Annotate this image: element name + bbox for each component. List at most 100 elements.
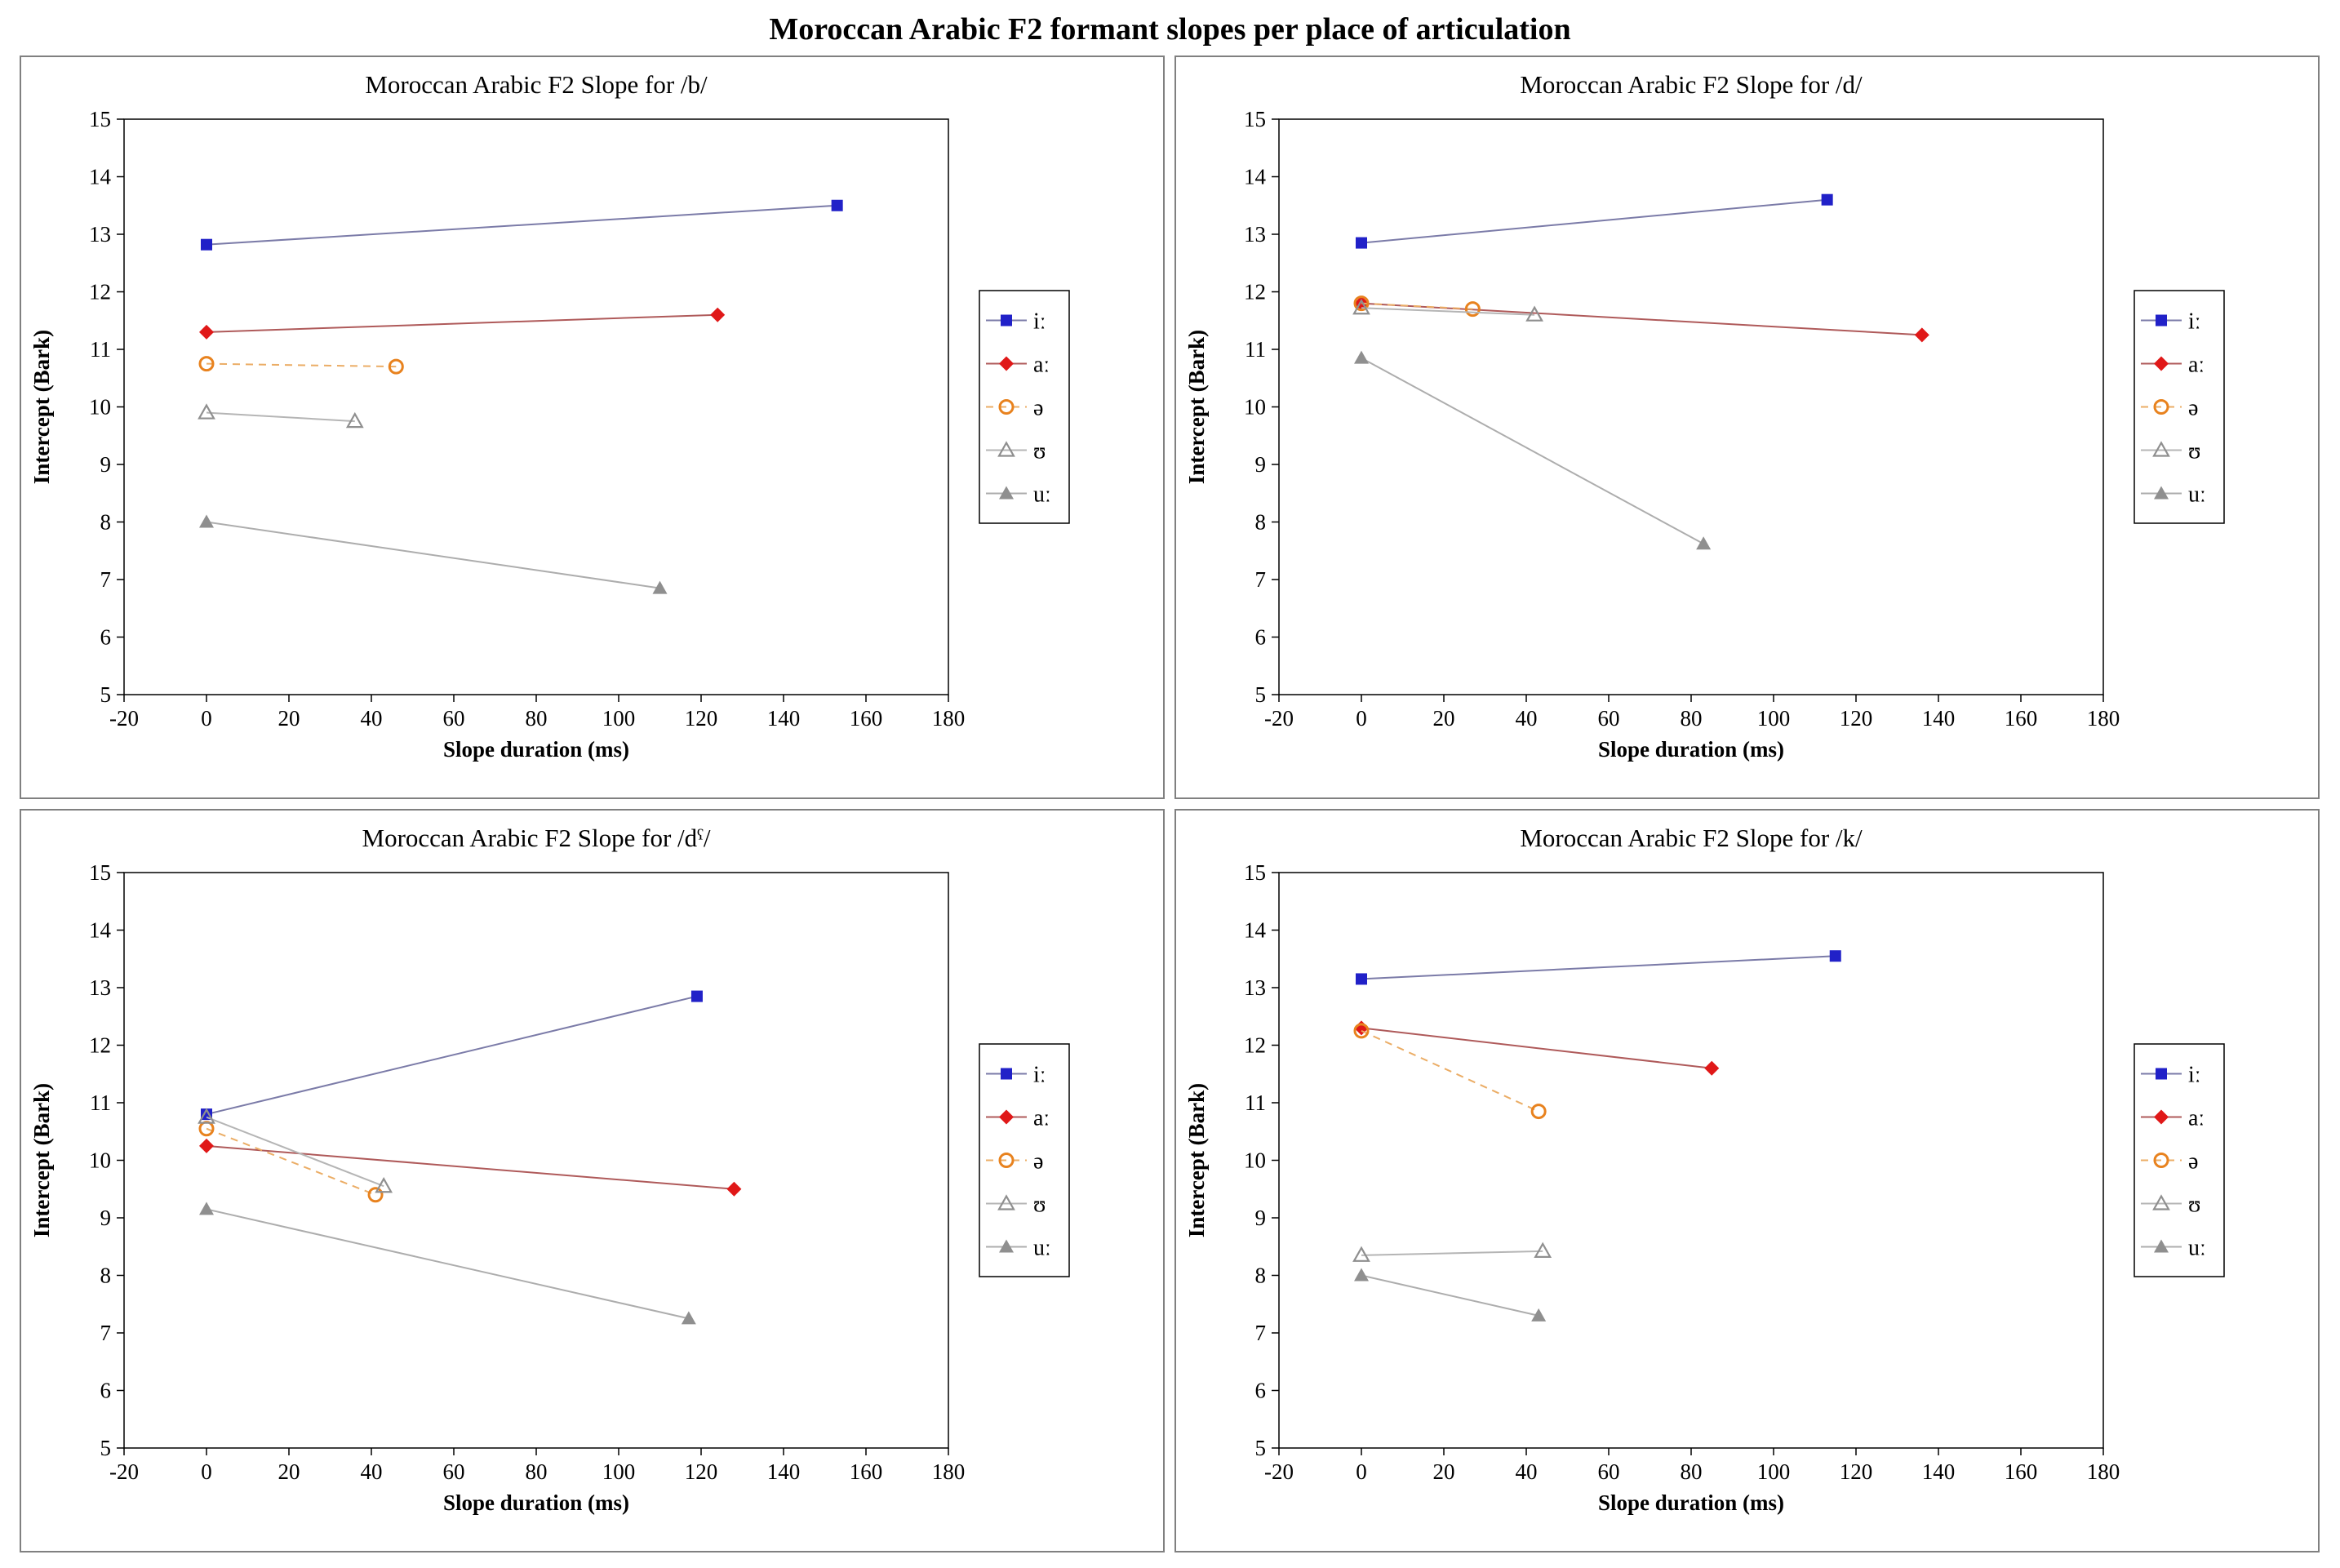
series-line-u-long (206, 521, 660, 589)
y-tick-label: 15 (1244, 860, 1266, 885)
series-schwa (1353, 1023, 1547, 1120)
legend-label-i-long: iː (2188, 309, 2201, 335)
x-tick-label: 60 (443, 1459, 465, 1484)
x-axis-label: Slope duration (ms) (1598, 1490, 1784, 1515)
x-axis: -20 0 20 40 60 80 100 120 140 160 180 (109, 695, 965, 731)
y-tick-label: 15 (89, 860, 111, 885)
series-line-schwa (1361, 302, 1473, 310)
series-u-long (199, 514, 668, 594)
y-tick-label: 15 (89, 107, 111, 131)
series-u-long-triangle-marker (1354, 1268, 1369, 1281)
series-upsilon-open-triangle-marker (1534, 1242, 1552, 1258)
series-i-long-square-marker (201, 238, 212, 251)
y-tick-label: 14 (1244, 165, 1267, 189)
series-line-schwa (206, 1127, 376, 1196)
y-axis: 5 6 7 8 9 10 11 12 13 14 15 (89, 107, 124, 707)
legend-label-upsilon: ʊ (1033, 439, 1046, 464)
y-tick-label: 7 (100, 1321, 112, 1345)
series-schwa-circle-marker (198, 356, 215, 372)
series-a-long (199, 307, 726, 340)
series-u-long-triangle-marker (1696, 536, 1712, 550)
legend-i-long-square-marker (1001, 1068, 1012, 1080)
y-tick-label: 11 (1245, 1090, 1266, 1115)
x-tick-label: 40 (1516, 1459, 1538, 1484)
series-line-u-long (206, 1208, 690, 1320)
series-u-long-triangle-marker (1354, 350, 1369, 364)
y-tick-label: 9 (100, 1206, 112, 1230)
legend-label-schwa: ə (2188, 396, 2198, 421)
y-tick-label: 9 (1255, 1206, 1267, 1230)
x-tick-label: -20 (1264, 706, 1294, 731)
x-tick-label: -20 (1264, 1459, 1294, 1484)
legend: iː aː əʊ uː (2134, 290, 2225, 524)
series-i-long-square-marker (831, 199, 843, 211)
legend-label-u-long: uː (1033, 482, 1051, 508)
series-upsilon-open-triangle-marker (1525, 305, 1543, 322)
x-tick-label: 80 (526, 706, 548, 731)
legend-label-a-long: aː (1033, 1106, 1050, 1131)
y-tick-label: 7 (100, 567, 112, 592)
series-i-long-square-marker (1821, 193, 1833, 206)
x-axis-label: Slope duration (ms) (443, 1490, 629, 1515)
series-i-long-square-marker (1356, 237, 1367, 249)
legend-i-long-square-marker (2156, 314, 2167, 326)
series-u-long (1354, 350, 1712, 550)
x-axis: -20 0 20 40 60 80 100 120 140 160 180 (1264, 1448, 2120, 1484)
x-tick-label: 140 (767, 1459, 801, 1484)
series-a-long-diamond-marker (726, 1181, 742, 1197)
x-tick-label: 180 (2087, 1459, 2120, 1484)
y-tick-label: 11 (1245, 337, 1266, 362)
series-upsilon (198, 1108, 393, 1193)
legend-label-schwa: ə (1033, 1149, 1043, 1175)
series-i-long-square-marker (1356, 973, 1367, 985)
x-tick-label: 160 (850, 1459, 883, 1484)
legend-u-long-triangle-marker (2154, 486, 2169, 500)
x-tick-label: 100 (602, 706, 636, 731)
y-axis-label: Intercept (Bark) (1184, 330, 1209, 484)
x-tick-label: -20 (109, 1459, 139, 1484)
x-tick-label: 80 (1681, 1459, 1703, 1484)
x-tick-label: 0 (1356, 706, 1367, 731)
series-line-a-long (1361, 1027, 1712, 1069)
series-upsilon (198, 403, 364, 429)
series-u-long-triangle-marker (1531, 1308, 1547, 1321)
legend: iː aː əʊ uː (979, 1043, 1070, 1277)
series-i-long-square-marker (1829, 950, 1841, 962)
series-a-long (199, 1138, 742, 1197)
legend-schwa-circle-marker (998, 1153, 1015, 1168)
series-a-long-diamond-marker (199, 1138, 214, 1153)
y-axis: 5 6 7 8 9 10 11 12 13 14 15 (89, 860, 124, 1460)
series-line-upsilon (1361, 1250, 1543, 1256)
y-tick-label: 6 (100, 1379, 112, 1403)
series-upsilon-open-triangle-marker (198, 1108, 215, 1124)
x-tick-label: 40 (361, 1459, 383, 1484)
series-line-i-long (1361, 198, 1827, 244)
series-u-long-triangle-marker (199, 1202, 214, 1215)
y-tick-label: 8 (1255, 1264, 1267, 1288)
y-tick-label: 12 (89, 1033, 111, 1058)
y-tick-label: 12 (1244, 280, 1266, 304)
y-tick-label: 8 (100, 510, 112, 535)
y-tick-label: 14 (1244, 918, 1267, 943)
y-tick-label: 13 (89, 222, 111, 247)
series-u-long (1354, 1268, 1547, 1321)
chart-k: Moroccan Arabic F2 Slope for /k/ -20 0 20 40… (1174, 809, 2320, 1552)
series-schwa-circle-marker (1530, 1104, 1547, 1120)
y-axis: 5 6 7 8 9 10 11 12 13 14 15 (1244, 107, 1279, 707)
chart-panel-k: Moroccan Arabic F2 Slope for /k/ -20 0 20 40… (1174, 809, 2320, 1552)
y-axis-label: Intercept (Bark) (29, 1083, 54, 1237)
x-tick-label: 80 (526, 1459, 548, 1484)
x-tick-label: 180 (2087, 706, 2120, 731)
legend-u-long-triangle-marker (2154, 1239, 2169, 1253)
series-line-schwa (1361, 1029, 1539, 1113)
series-i-long (1356, 193, 1833, 249)
y-tick-label: 5 (1255, 1436, 1267, 1460)
legend-label-schwa: ə (1033, 396, 1043, 421)
series-i-long (201, 990, 703, 1121)
legend-i-long-square-marker (2156, 1068, 2167, 1080)
x-tick-label: 80 (1681, 706, 1703, 731)
y-tick-label: 5 (100, 1436, 112, 1460)
series-upsilon-open-triangle-marker (1352, 1246, 1370, 1262)
y-tick-label: 13 (89, 975, 111, 1000)
plot-area (123, 118, 949, 695)
